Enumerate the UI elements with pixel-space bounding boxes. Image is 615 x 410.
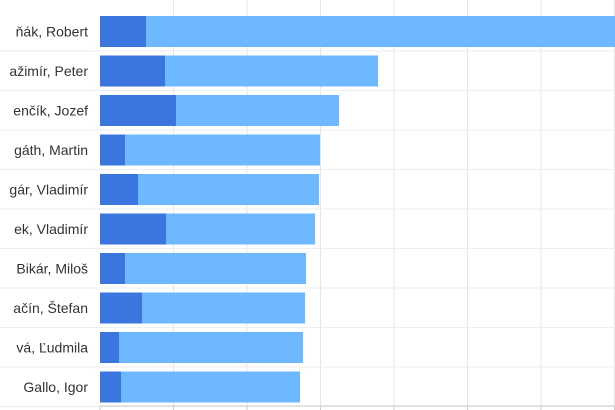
bars-layer	[100, 16, 615, 403]
bar-segment-secondary[interactable]	[146, 16, 615, 47]
bar-segment-primary[interactable]	[100, 95, 176, 126]
bar-segment-secondary[interactable]	[142, 292, 305, 324]
bar-segment-secondary[interactable]	[176, 95, 339, 126]
bar-segment-secondary[interactable]	[166, 213, 315, 245]
bar-segment-secondary[interactable]	[125, 253, 306, 284]
bar-segment-secondary[interactable]	[125, 134, 320, 166]
category-label: ažimír, Peter	[9, 63, 88, 79]
bar-segment-primary[interactable]	[100, 213, 166, 245]
category-label: vá, Ľudmila	[16, 340, 88, 356]
bar-segment-primary[interactable]	[100, 16, 146, 47]
bar-segment-secondary[interactable]	[119, 332, 303, 363]
labels-layer: ňák, Robert ažimír, Peter enčík, Jozef gáth…	[9, 24, 88, 396]
category-label: ačín, Štefan	[13, 300, 88, 316]
category-label: enčík, Jozef	[13, 103, 88, 119]
bar-segment-primary[interactable]	[100, 134, 125, 166]
bar-segment-primary[interactable]	[100, 253, 125, 284]
bar-segment-primary[interactable]	[100, 371, 121, 403]
category-label: gáth, Martin	[14, 142, 88, 158]
category-label: ňák, Robert	[16, 24, 88, 40]
category-label: ek, Vladimír	[14, 221, 88, 237]
category-label: gár, Vladimír	[9, 182, 88, 198]
category-label: Gallo, Igor	[23, 379, 88, 395]
bar-segment-secondary[interactable]	[121, 371, 300, 403]
axis-layer	[99, 405, 615, 410]
bar-segment-secondary[interactable]	[138, 174, 319, 205]
bar-segment-primary[interactable]	[100, 174, 138, 205]
bar-segment-primary[interactable]	[100, 292, 142, 324]
category-label: Bikár, Miloš	[16, 261, 88, 277]
bar-segment-secondary[interactable]	[165, 55, 378, 87]
bar-segment-primary[interactable]	[100, 55, 165, 87]
bar-segment-primary[interactable]	[100, 332, 119, 363]
